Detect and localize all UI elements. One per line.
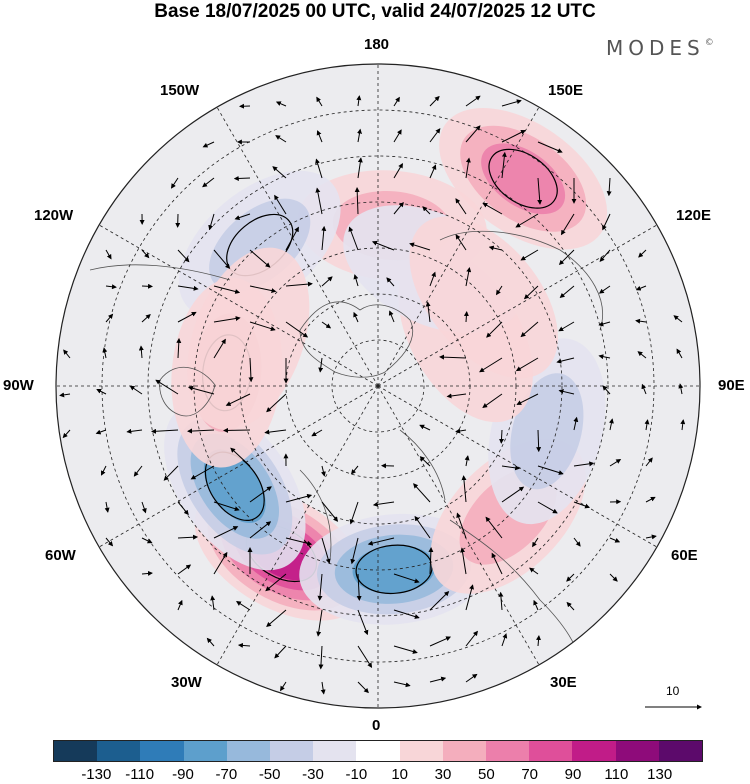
colorbar-swatch — [140, 741, 183, 761]
colorbar-swatch — [616, 741, 659, 761]
lon-label-150w: 150W — [160, 82, 199, 99]
colorbar-swatch — [529, 741, 572, 761]
colorbar-swatch — [184, 741, 227, 761]
lon-label-0: 0 — [372, 717, 380, 734]
colorbar-tick-label: -70 — [215, 766, 237, 783]
colorbar-tick-label: 70 — [521, 766, 538, 783]
colorbar-swatch — [443, 741, 486, 761]
colorbar-swatch — [572, 741, 615, 761]
wind-arrow — [235, 178, 250, 179]
colorbar-swatch — [400, 741, 443, 761]
colorbar-tick-label: 130 — [647, 766, 672, 783]
colorbar — [53, 740, 703, 762]
lon-label-180: 180 — [364, 36, 389, 53]
colorbar-tick-label: 10 — [391, 766, 408, 783]
colorbar-tick-label: -10 — [345, 766, 367, 783]
colorbar-tick-label: -110 — [125, 766, 154, 783]
wind-arrow — [224, 430, 250, 431]
vector-scale-label: 10 — [666, 684, 679, 698]
colorbar-tick-label: -130 — [81, 766, 111, 783]
colorbar-swatch — [97, 741, 140, 761]
colorbar-swatch — [486, 741, 529, 761]
lon-label-30w: 30W — [171, 674, 202, 691]
colorbar-tick-label: 110 — [604, 766, 628, 783]
polar-map — [0, 0, 750, 735]
lon-label-150e: 150E — [548, 82, 583, 99]
colorbar-tick-label: 50 — [478, 766, 495, 783]
lon-label-60e: 60E — [671, 547, 698, 564]
colorbar-tick-label: 30 — [435, 766, 452, 783]
lon-label-90e: 90E — [718, 377, 745, 394]
colorbar-tick-label: -30 — [302, 766, 324, 783]
colorbar-swatch — [270, 741, 313, 761]
lon-label-30e: 30E — [550, 674, 577, 691]
colorbar-swatch — [356, 741, 399, 761]
lon-label-120e: 120E — [676, 207, 711, 224]
colorbar-tick-label: -90 — [172, 766, 194, 783]
colorbar-tick-label: -50 — [259, 766, 281, 783]
colorbar-swatch — [54, 741, 97, 761]
lon-label-120w: 120W — [34, 207, 73, 224]
colorbar-swatch — [313, 741, 356, 761]
colorbar-ticks: -130 -110 -90 -70 -50 -30 -10 10 30 50 70 90 110 130 — [0, 766, 750, 784]
lon-label-60w: 60W — [45, 547, 76, 564]
colorbar-tick-label: 90 — [565, 766, 582, 783]
lon-label-90w: 90W — [3, 377, 34, 394]
colorbar-swatch — [227, 741, 270, 761]
colorbar-swatch — [659, 741, 702, 761]
wind-arrow — [466, 312, 467, 322]
